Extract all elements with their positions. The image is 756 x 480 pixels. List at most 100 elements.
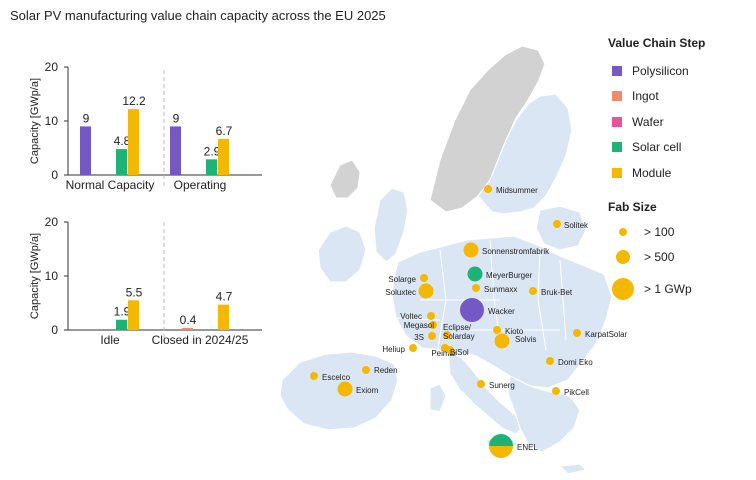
legend-label: Solar cell — [632, 140, 682, 155]
bar-chart-bottom: 0 10 20 Capacity [GWp/a] 1.9 5.5 Idle 0.4 4.7 Clo… — [29, 215, 262, 347]
y-tick-label: 20 — [45, 60, 59, 74]
site-label-karpatsolar: KarpatSolar — [585, 330, 628, 339]
category-label: Idle — [100, 333, 120, 347]
site-label-eclipse-solarday: Eclipse/Solarday — [443, 323, 475, 341]
site-marker-soluxtec — [418, 283, 434, 299]
legend-swatch — [612, 116, 622, 127]
site-marker-bruk-bet — [529, 287, 537, 295]
legend-fab-label: > 100 — [644, 224, 675, 239]
site-marker-karpatsolar — [573, 329, 581, 337]
legend-fab-label: > 1 GWp — [644, 281, 692, 296]
y-tick-label: 0 — [51, 168, 58, 182]
country-border — [537, 247, 547, 351]
site-label-pikcell: PikCell — [564, 388, 589, 397]
bar-solar-cell — [116, 149, 127, 175]
site-label-line: Eclipse/ — [443, 323, 472, 332]
legend-fab-cell — [608, 249, 638, 264]
bar-chart-top: 0 10 20 Capacity [GWp/a] 9 4.8 12.2 Normal Capa… — [29, 60, 262, 192]
eu-country — [507, 375, 581, 453]
legend-fab-dot — [612, 277, 634, 300]
site-label-heliup: Heliup — [382, 345, 405, 354]
site-label-reden: Reden — [374, 366, 398, 375]
legend-step-title: Value Chain Step — [608, 36, 706, 50]
site-marker-domi-eko — [546, 357, 554, 365]
legend-item-wafer: Wafer — [608, 109, 748, 135]
bar-polysilicon — [170, 126, 181, 175]
legend-fab-cell — [608, 277, 638, 300]
bar-solar-cell — [206, 159, 217, 175]
legend-item-polysilicon: Polysilicon — [608, 58, 748, 84]
site-marker-wacker — [460, 298, 484, 322]
legend-item-module: Module — [608, 160, 748, 186]
y-axis-label: Capacity [GWp/a] — [29, 233, 41, 319]
bar-ingot — [182, 327, 193, 330]
site-label-peimar: Peimar — [431, 349, 457, 358]
data-label: 2.9 — [204, 144, 221, 158]
y-tick-label: 20 — [45, 215, 59, 229]
category-label: Closed in 2024/25 — [152, 333, 249, 347]
data-label: 0.4 — [180, 313, 197, 327]
site-label-escelco: Escelco — [322, 373, 351, 382]
bar-module — [128, 300, 139, 330]
site-label-enel: ENEL — [517, 443, 538, 452]
legend-fab-cell — [608, 227, 638, 236]
legend-label: Ingot — [632, 89, 659, 104]
site-marker-escelco — [310, 372, 318, 380]
eu-country — [535, 205, 587, 251]
country-border — [559, 259, 567, 341]
site-marker-sunerg — [477, 380, 485, 388]
map-sites: Midsummer Solitek Sonnenstromfabrik Solarge… — [310, 185, 628, 458]
eu-country — [317, 225, 367, 283]
site-marker-solvis — [494, 333, 510, 349]
data-label: 12.2 — [122, 94, 146, 108]
site-marker-3s — [428, 332, 436, 340]
site-marker-solitek — [553, 220, 561, 228]
legend-fab-item: > 1 GWp — [608, 272, 748, 306]
legend-swatch — [612, 65, 622, 76]
data-label: 9 — [83, 111, 90, 125]
legend-fab-dot — [619, 227, 627, 236]
data-label: 4.8 — [114, 134, 131, 148]
site-marker-enel-cell — [489, 434, 513, 446]
category-label: Operating — [174, 178, 227, 192]
y-tick-label: 0 — [51, 323, 58, 337]
legend-swatch — [612, 167, 622, 178]
data-label: 6.7 — [216, 124, 233, 138]
eu-country — [429, 383, 447, 413]
eu-country — [447, 351, 525, 435]
site-marker-sunmaxx — [472, 284, 480, 292]
legend-label: Module — [632, 165, 672, 180]
site-marker-midsummer — [484, 185, 492, 193]
site-label-sunmaxx: Sunmaxx — [484, 285, 517, 294]
legend-item-ingot: Ingot — [608, 84, 748, 110]
site-marker-sonnenstromfabrik — [463, 242, 479, 258]
site-marker-megasol — [429, 321, 437, 329]
site-label-solarge: Solarge — [388, 275, 416, 284]
europe-map — [279, 45, 613, 475]
site-label-soluxtec: Soluxtec — [385, 288, 416, 297]
site-marker-kioto — [493, 326, 501, 334]
eu-country — [373, 187, 409, 263]
legend-label: Wafer — [632, 114, 664, 129]
legend-fab-label: > 500 — [644, 249, 675, 264]
bar-module — [218, 304, 229, 330]
legend-label: Polysilicon — [632, 63, 689, 78]
site-label-bisol: BiSol — [450, 348, 469, 357]
legend: Value Chain Step Polysilicon Ingot Wafer So… — [608, 36, 748, 306]
eu-country — [558, 463, 588, 475]
legend-fab-dot — [616, 249, 630, 264]
legend-fab-item: > 500 — [608, 242, 748, 272]
site-label-kioto: Kioto — [505, 327, 524, 336]
site-label-solvis: Solvis — [515, 335, 536, 344]
site-marker-reden — [362, 366, 370, 374]
bar-module — [218, 138, 229, 175]
site-label-domi-eko: Domi Eko — [558, 358, 593, 367]
site-marker-voltec — [427, 312, 435, 320]
site-marker-eclipse-solarday — [443, 331, 451, 339]
site-label-exiom: Exiom — [356, 386, 379, 395]
legend-swatch — [612, 91, 622, 102]
site-label-solitek: Solitek — [564, 221, 589, 230]
legend-item-solar-cell: Solar cell — [608, 135, 748, 161]
site-label-sunerg: Sunerg — [489, 381, 515, 390]
